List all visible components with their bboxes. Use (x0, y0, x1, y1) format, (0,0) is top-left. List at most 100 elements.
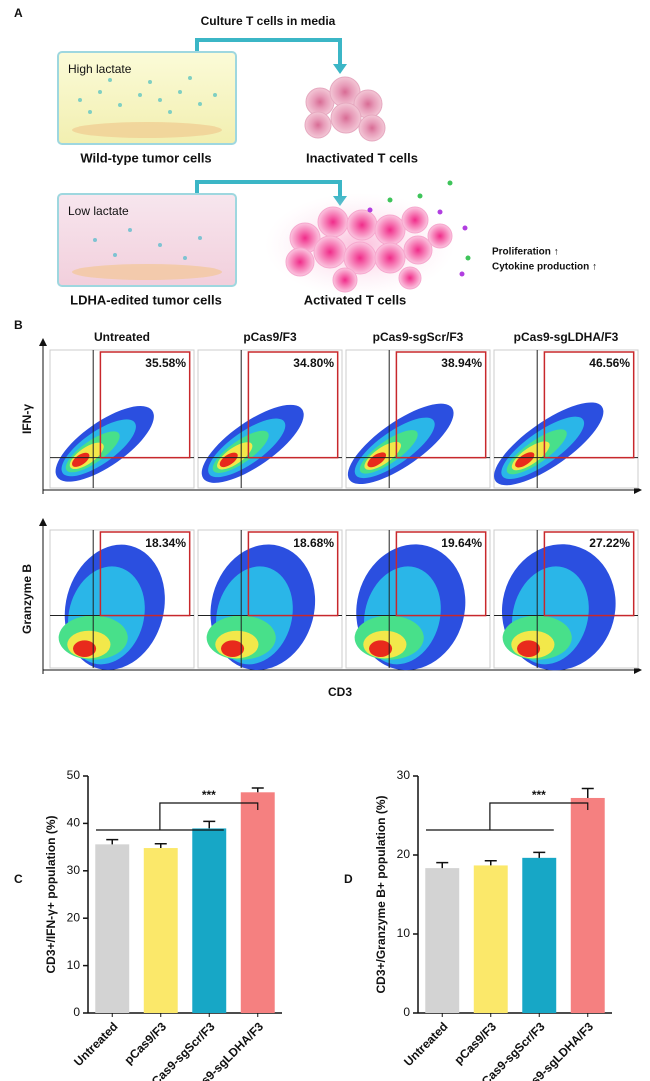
error-bar (106, 838, 119, 845)
axis-arrow (39, 518, 47, 526)
flow-plot: 46.56% (493, 349, 639, 489)
gate (99, 351, 191, 459)
error-bar (533, 851, 546, 858)
active-cells (285, 206, 453, 293)
source-label: LDHA-edited tumor cells (70, 292, 222, 307)
x-tick-label: pCas9/F3 (121, 1019, 169, 1067)
error-bar (581, 787, 594, 798)
x-tick-label: Untreated (401, 1019, 451, 1069)
gate-percentage: 35.58% (145, 356, 186, 370)
effect-label: Cytokine production ↑ (492, 262, 597, 273)
flow-plot: 27.22% (493, 529, 639, 671)
arrow (195, 180, 342, 200)
inactive-cells (304, 76, 386, 142)
gate (99, 531, 191, 617)
column-heading: pCas9-sgScr/F3 (373, 330, 464, 344)
lactate-dots (93, 228, 202, 260)
bar (192, 828, 227, 1013)
flow-plot: 18.68% (197, 529, 343, 671)
panel-label: D (344, 872, 353, 886)
effect-label: Proliferation ↑ (492, 247, 559, 258)
y-tick-label: 40 (67, 816, 81, 830)
y-axis-label: CD3+/Granzyme B+ population (%) (374, 795, 388, 993)
dish (57, 51, 237, 145)
gate (395, 531, 487, 617)
bar (522, 857, 557, 1013)
flow-plot: 34.80% (197, 349, 343, 489)
tumor-cells (72, 264, 222, 280)
result-label: Activated T cells (304, 292, 407, 307)
error-bar (154, 843, 167, 849)
media-label: High lactate (68, 62, 132, 76)
significance-bracket (426, 802, 589, 831)
density (73, 640, 97, 657)
gate-percentage: 46.56% (589, 356, 630, 370)
row-label: IFN-γ (20, 404, 34, 434)
bar (570, 797, 605, 1013)
x-axis-label: CD3 (328, 685, 352, 699)
bar (240, 792, 275, 1013)
gate (395, 351, 487, 459)
error-bar (251, 787, 264, 793)
gate (543, 531, 635, 617)
y-tick-label: 20 (67, 910, 81, 924)
y-tick-label: 20 (397, 847, 411, 861)
density (515, 452, 535, 468)
error-bar (203, 820, 216, 829)
cytokines (367, 180, 471, 277)
column-heading: pCas9-sgLDHA/F3 (514, 330, 619, 344)
gate (543, 351, 635, 459)
gate-percentage: 18.34% (145, 536, 186, 550)
y-tick-label: 10 (67, 958, 81, 972)
bar (473, 865, 508, 1013)
y-tick-label: 50 (67, 768, 81, 782)
flow-plot: 19.64% (345, 529, 491, 671)
media-label: Low lactate (68, 204, 129, 218)
density (367, 452, 387, 468)
lactate-dots (78, 76, 217, 114)
y-tick-label: 30 (397, 768, 411, 782)
y-tick-label: 0 (73, 1005, 80, 1019)
density (221, 640, 245, 657)
gate-percentage: 38.94% (441, 356, 482, 370)
y-tick-label: 30 (67, 863, 81, 877)
panel-b: B CD3 (14, 318, 352, 699)
flow-plot: 38.94% (345, 349, 491, 489)
result-label: Inactivated T cells (306, 150, 418, 165)
gate (247, 351, 339, 459)
y-tick-label: 0 (403, 1005, 410, 1019)
gate-percentage: 19.64% (441, 536, 482, 550)
error-bar (436, 861, 449, 869)
axis-arrow (39, 338, 47, 346)
density (72, 452, 90, 467)
density (369, 640, 393, 657)
bar (143, 848, 178, 1013)
significance-bracket (96, 802, 259, 831)
row-label: Granzyme B (20, 564, 34, 634)
significance-label: *** (202, 788, 216, 802)
panel-label: B (14, 318, 23, 332)
tumor-cells (72, 122, 222, 138)
x-tick-label: Untreated (71, 1019, 121, 1069)
dish (57, 193, 237, 287)
error-bar (484, 859, 497, 866)
flow-plot: 35.58% (49, 349, 195, 489)
gate-percentage: 34.80% (293, 356, 334, 370)
arrow-head (333, 64, 347, 74)
panel-label: C (14, 872, 23, 886)
density (219, 452, 238, 468)
gate (247, 531, 339, 617)
arrow-text: Culture T cells in media (201, 14, 336, 28)
gate-percentage: 27.22% (589, 536, 630, 550)
gate-percentage: 18.68% (293, 536, 334, 550)
panel-a: A Culture T cells in media High lactate … (14, 6, 597, 307)
bar (425, 868, 460, 1013)
x-tick-label: pCas9/F3 (451, 1019, 499, 1067)
column-heading: pCas9/F3 (243, 330, 297, 344)
y-tick-label: 10 (397, 926, 411, 940)
flow-plot: 18.34% (49, 529, 195, 670)
panel-label: A (14, 6, 23, 20)
source-label: Wild-type tumor cells (80, 150, 211, 165)
